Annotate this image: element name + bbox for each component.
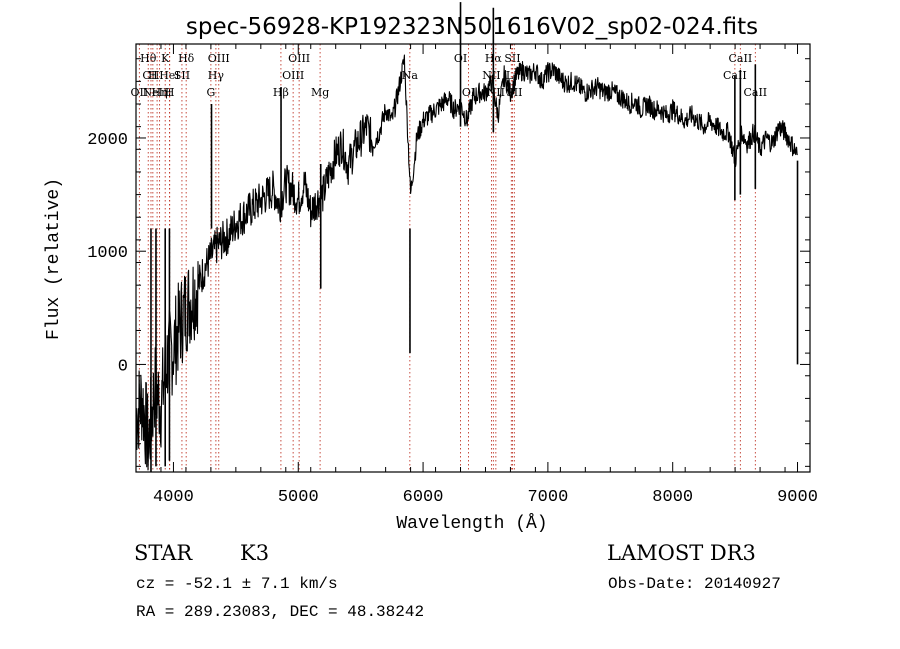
line-marker-label-20: OI bbox=[462, 86, 475, 99]
line-marker-label-7: HeI bbox=[159, 69, 179, 82]
line-marker-label-25: SII bbox=[504, 52, 520, 65]
y-axis-label: Flux (relative) bbox=[44, 178, 64, 340]
line-marker-label-2: CII bbox=[142, 69, 159, 82]
line-marker-label-5: Hη bbox=[151, 86, 167, 99]
spectrum-line bbox=[135, 54, 798, 471]
x-tick-label-1: 5000 bbox=[278, 488, 319, 507]
line-marker-label-1: Hθ bbox=[140, 52, 157, 65]
line-marker-label-3: H bbox=[148, 69, 158, 82]
x-axis-label: Wavelength (Å) bbox=[396, 513, 547, 534]
x-axis: 4000 5000 6000 7000 8000 9000 bbox=[135, 44, 818, 507]
survey-label: LAMOST DR3 bbox=[607, 541, 756, 565]
line-marker-label-21: NII bbox=[482, 69, 500, 82]
chart-title: spec-56928-KP192323N501616V02_sp02-024.f… bbox=[186, 14, 758, 40]
y-tick-label-0: 0 bbox=[118, 357, 128, 376]
x-tick-label-4: 8000 bbox=[652, 488, 693, 507]
line-marker-label-17: Mg bbox=[311, 86, 329, 99]
line-marker-label-18: Na bbox=[402, 69, 419, 82]
x-tick-label-2: 6000 bbox=[403, 488, 444, 507]
line-marker-label-28: CaII bbox=[729, 52, 753, 65]
object-type-label: STAR bbox=[134, 541, 193, 565]
y-tick-label-2: 2000 bbox=[87, 131, 128, 150]
line-marker-label-23: NII bbox=[487, 86, 505, 99]
line-marker-label-4: NeIII bbox=[143, 86, 172, 99]
x-tick-label-3: 7000 bbox=[527, 488, 568, 507]
line-marker-label-15: OIII bbox=[282, 69, 304, 82]
redshift-text: cz = -52.1 ± 7.1 km/s bbox=[136, 575, 338, 593]
coordinates-text: RA = 289.23083, DEC = 48.38242 bbox=[136, 603, 425, 621]
line-marker-label-16: OIII bbox=[288, 52, 310, 65]
line-marker-label-24: Li bbox=[506, 69, 517, 82]
line-marker-label-8: H bbox=[165, 86, 175, 99]
line-marker-label-13: OIII bbox=[208, 52, 230, 65]
x-tick-label-5: 9000 bbox=[777, 488, 818, 507]
x-tick-label-0: 4000 bbox=[153, 488, 194, 507]
observation-date-text: Obs-Date: 20140927 bbox=[608, 575, 781, 593]
line-marker-label-10: Hδ bbox=[178, 52, 195, 65]
line-marker-label-0: OII bbox=[131, 86, 149, 99]
spectrum-series bbox=[135, 2, 799, 472]
plot-frame bbox=[135, 43, 811, 473]
spectral-subclass-label: K3 bbox=[240, 541, 270, 565]
line-marker-label-11: G bbox=[206, 86, 215, 99]
line-marker-label-9: SII bbox=[174, 69, 190, 82]
line-marker-label-6: K bbox=[161, 52, 170, 65]
line-marker-label-12: Hγ bbox=[208, 69, 225, 82]
y-axis: 0 1000 2000 bbox=[87, 58, 810, 467]
y-tick-label-1: 1000 bbox=[87, 244, 128, 263]
